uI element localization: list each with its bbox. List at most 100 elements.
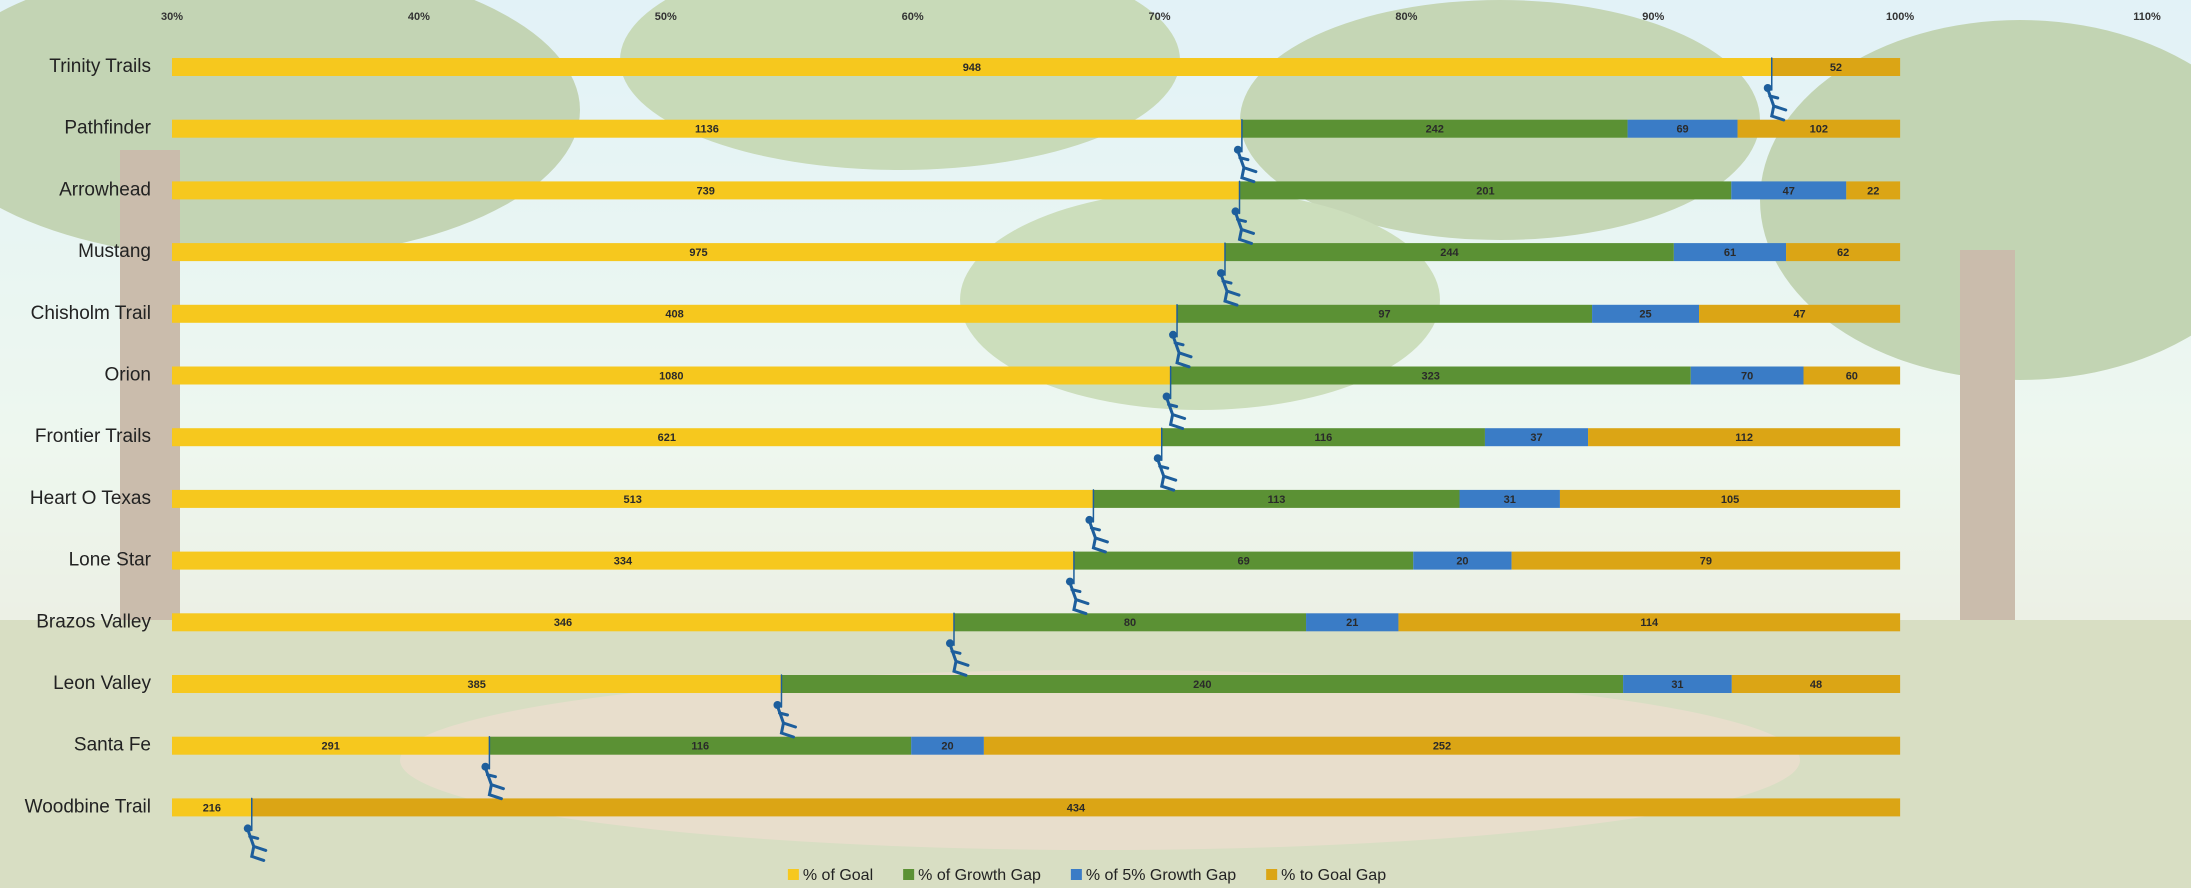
climber-head (481, 762, 490, 771)
value-label: 116 (1314, 432, 1332, 444)
value-label: 975 (689, 247, 707, 259)
climber-body (1767, 90, 1788, 122)
bar-segment (1690, 366, 1804, 385)
climber-head (1153, 454, 1162, 463)
bar-segment (172, 489, 1094, 508)
climber-body (949, 645, 970, 677)
bar-segment (172, 428, 1162, 447)
bar-segment (1623, 675, 1732, 693)
x-tick-label: 30% (161, 11, 183, 23)
value-label: 62 (1837, 247, 1849, 259)
bar-segment (1170, 366, 1691, 385)
climber-body (1088, 522, 1109, 554)
bar-segment (1588, 428, 1901, 447)
bar-segment (1093, 489, 1460, 508)
value-label: 22 (1867, 185, 1879, 197)
legend-label: % of Growth Gap (918, 867, 1041, 884)
category-label: Trinity Trails (49, 56, 151, 77)
value-label: 61 (1724, 247, 1736, 259)
bar-segment (1161, 428, 1485, 447)
x-tick-label: 90% (1642, 11, 1664, 23)
value-label: 291 (322, 741, 340, 753)
value-label: 20 (1456, 556, 1468, 568)
bar-segment (172, 119, 1242, 138)
value-label: 513 (624, 494, 642, 506)
category-label: Frontier Trails (35, 426, 151, 447)
bar-segment (172, 58, 1772, 76)
value-labels: 948 52 1136 242 69 102 739 201 47 22 975 244 61 62 408… (203, 62, 1880, 814)
climber (1085, 489, 1109, 554)
bar-segment (172, 613, 954, 632)
value-label: 25 (1639, 309, 1651, 321)
climber-body (1172, 337, 1193, 369)
value-label: 80 (1124, 617, 1136, 629)
category-label: Arrowhead (59, 179, 151, 200)
value-label: 244 (1440, 247, 1459, 259)
legend-label: % of 5% Growth Gap (1086, 867, 1236, 884)
category-label: Lone Star (69, 550, 152, 571)
category-label: Chisholm Trail (31, 303, 151, 324)
category-label: Leon Valley (53, 673, 151, 694)
climber-body (1235, 213, 1256, 245)
climber-head (243, 824, 252, 833)
value-label: 1080 (659, 370, 683, 382)
bar-segment (1786, 243, 1901, 262)
climber (773, 674, 797, 739)
legend-label: % of Goal (803, 867, 873, 884)
bar-segment (1073, 551, 1414, 570)
bar-segment (1731, 181, 1847, 200)
value-label: 621 (658, 432, 676, 444)
climber (1065, 550, 1090, 616)
value-label: 69 (1237, 556, 1249, 568)
value-label: 434 (1067, 802, 1086, 814)
climber-body (1069, 584, 1090, 616)
bar-segment (172, 181, 1240, 200)
climber (1763, 57, 1788, 122)
value-label: 252 (1433, 741, 1451, 753)
value-label: 31 (1504, 494, 1516, 506)
climber-head (1065, 577, 1074, 586)
value-label: 112 (1735, 432, 1753, 444)
legend-swatch (1070, 869, 1082, 880)
value-label: 739 (697, 185, 715, 197)
bar-segment (172, 366, 1171, 385)
legend-swatch (787, 869, 799, 880)
bar-segment (1484, 428, 1589, 447)
climber-body (1237, 152, 1258, 184)
climber (1153, 427, 1178, 492)
bar-segment (1737, 119, 1901, 138)
legend: % of Goal % of Growth Gap % of 5% Growth G… (787, 867, 1386, 884)
bar-segment (172, 243, 1225, 262)
bar-segment (953, 613, 1307, 632)
bar-segment (172, 798, 252, 817)
value-label: 240 (1193, 679, 1211, 691)
x-tick-label: 40% (408, 11, 430, 23)
bar-segment (1592, 304, 1700, 323)
value-label: 113 (1268, 494, 1286, 506)
value-label: 48 (1810, 679, 1822, 691)
value-label: 21 (1346, 617, 1358, 629)
value-label: 70 (1741, 370, 1753, 382)
bar-segment (1803, 366, 1901, 385)
bar-segment (1239, 181, 1732, 200)
climber-body (1166, 399, 1187, 430)
climber (1233, 118, 1258, 184)
climber-body (1220, 275, 1241, 307)
x-tick-label: 80% (1395, 11, 1417, 23)
climber-head (1231, 207, 1240, 216)
climber-head (1162, 392, 1171, 401)
climber-head (1763, 84, 1772, 92)
climber (1169, 304, 1193, 369)
value-label: 105 (1721, 494, 1739, 506)
value-label: 60 (1846, 370, 1858, 382)
climber (1162, 365, 1187, 430)
legend-swatch (903, 869, 915, 880)
climber-head (1216, 269, 1225, 278)
climber (945, 612, 970, 677)
climber-head (773, 701, 782, 709)
x-tick-label: 50% (655, 11, 677, 23)
legend-swatch (1266, 869, 1278, 880)
value-label: 97 (1378, 309, 1390, 321)
